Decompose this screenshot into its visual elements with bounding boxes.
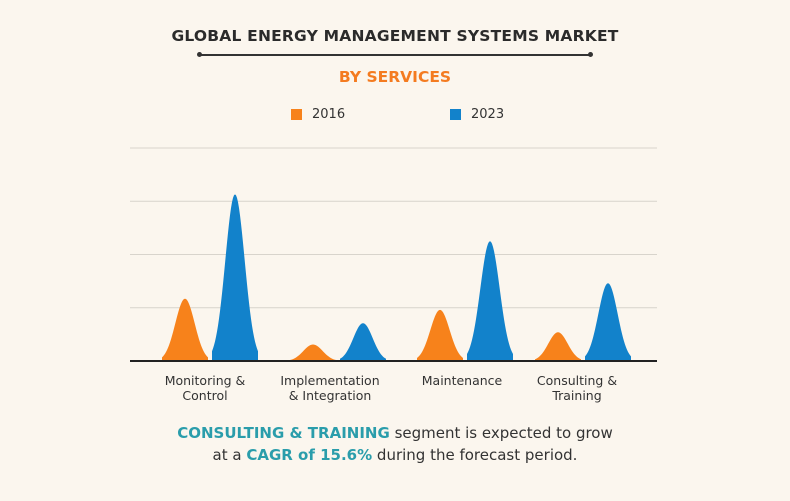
peak-2023-3 bbox=[585, 283, 631, 361]
footer-note: CONSULTING & TRAINING segment is expecte… bbox=[177, 424, 613, 464]
peak-2016-2 bbox=[417, 309, 463, 361]
title-divider bbox=[199, 54, 591, 56]
x-tick-label: Consulting & Training bbox=[536, 373, 618, 403]
peak-2016-0 bbox=[162, 298, 208, 361]
peak-2016-1 bbox=[290, 344, 336, 361]
legend-item-2016: 2016 bbox=[291, 107, 345, 122]
divider-dot bbox=[588, 52, 593, 57]
x-tick-label: Maintenance bbox=[421, 373, 503, 388]
x-tick-label: Implementation & Integration bbox=[280, 373, 380, 403]
chart-subtitle: BY SERVICES bbox=[338, 68, 452, 86]
peak-2023-1 bbox=[340, 323, 386, 361]
x-tick-label: Monitoring & Control bbox=[164, 373, 246, 403]
divider-dot bbox=[197, 52, 202, 57]
peak-2016-3 bbox=[535, 332, 581, 361]
legend-label: 2016 bbox=[312, 107, 346, 122]
legend-swatch bbox=[291, 109, 302, 120]
legend-label: 2023 bbox=[471, 107, 505, 122]
peak-2023-0 bbox=[212, 194, 258, 361]
legend-item-2023: 2023 bbox=[450, 107, 504, 122]
peak-2023-2 bbox=[467, 241, 513, 361]
legend-swatch bbox=[450, 109, 461, 120]
chart-title: GLOBAL ENERGY MANAGEMENT SYSTEMS MARKET bbox=[171, 27, 619, 45]
